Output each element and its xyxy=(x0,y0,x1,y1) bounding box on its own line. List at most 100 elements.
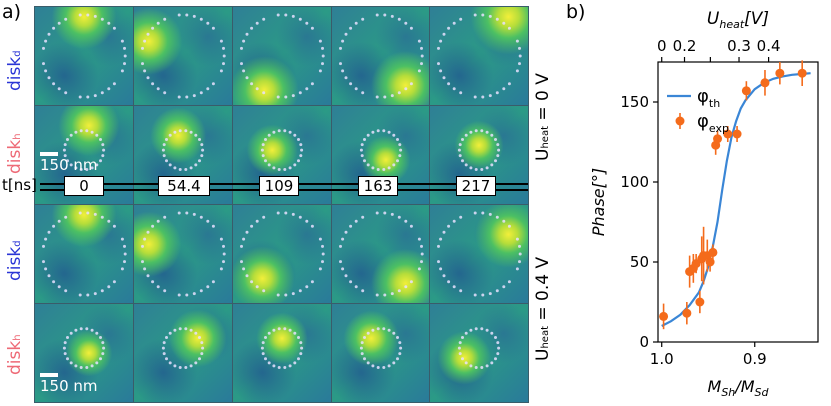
ring-dot xyxy=(420,252,424,256)
ring-dot xyxy=(490,163,494,167)
ring-dot xyxy=(363,138,366,141)
ring-dot xyxy=(494,357,497,361)
ring-dot xyxy=(461,138,464,141)
ring-dot xyxy=(101,143,105,147)
ring-dot xyxy=(242,69,246,73)
ring-dot xyxy=(417,69,421,73)
ring-dot xyxy=(267,331,271,335)
ring-dot xyxy=(299,154,303,158)
ring-dot xyxy=(361,17,365,21)
ring-dot xyxy=(189,328,193,332)
data-point-phi-exp xyxy=(723,129,733,139)
ring-dot xyxy=(141,46,144,50)
plot-frame xyxy=(657,61,819,343)
ring-dot xyxy=(464,163,468,167)
ring-dot xyxy=(120,237,124,241)
ring-dot xyxy=(376,327,380,331)
ring-dot xyxy=(464,331,468,335)
ring-dot xyxy=(112,280,116,284)
time-label-2: 109 xyxy=(259,176,299,196)
ring-dot xyxy=(507,26,511,30)
ring-dot xyxy=(437,62,440,66)
ring-dot xyxy=(409,26,413,30)
ring-dot xyxy=(383,211,387,215)
ring-dot xyxy=(107,285,111,289)
ring-dot xyxy=(178,168,182,171)
ring-dot xyxy=(66,357,69,361)
ring-dot xyxy=(375,13,379,17)
ring-dot xyxy=(250,26,254,30)
ring-dot xyxy=(297,159,300,163)
scalebar-bottom xyxy=(40,373,58,377)
ring-dot xyxy=(177,211,181,215)
ring-dot xyxy=(211,82,215,86)
ring-dot xyxy=(300,346,304,350)
ring-dot xyxy=(62,346,66,350)
ring-dot xyxy=(366,133,370,137)
ring-dot xyxy=(52,280,56,284)
ring-dot xyxy=(291,14,295,18)
ring-dot xyxy=(291,292,295,296)
ring-dot xyxy=(255,87,259,91)
ring-dot xyxy=(507,82,511,86)
ring-dot xyxy=(404,219,408,223)
ring-dot xyxy=(151,280,155,284)
ring-dot xyxy=(206,285,210,289)
ring-dot xyxy=(341,39,345,43)
scalebar-text-bottom: 150 nm xyxy=(40,377,98,395)
microscopy-frame xyxy=(34,303,134,403)
ring-dot xyxy=(42,46,45,50)
ring-dot xyxy=(168,133,172,137)
ring-dot xyxy=(442,32,446,36)
ring-dot xyxy=(439,69,443,73)
ring-dot xyxy=(382,168,386,171)
ring-dot xyxy=(86,293,90,297)
top-tick-label: 0.4 xyxy=(757,37,781,55)
ring-dot xyxy=(518,244,521,248)
legend-label-th: φth xyxy=(697,86,720,110)
time-label-3: 163 xyxy=(358,176,398,196)
ring-dot xyxy=(192,14,196,18)
x-tick-label: 1.0 xyxy=(650,350,674,368)
ring-dot xyxy=(66,159,69,163)
ring-dot xyxy=(162,352,166,356)
ring-dot xyxy=(452,87,456,91)
ring-dot xyxy=(283,366,287,369)
ring-dot xyxy=(318,237,322,241)
ring-dot xyxy=(264,159,267,163)
ring-dot xyxy=(473,13,477,17)
ring-dot xyxy=(178,327,182,331)
ring-dot xyxy=(123,244,126,248)
ring-dot xyxy=(64,17,68,21)
ring-dot xyxy=(398,341,402,345)
ring-dot xyxy=(507,224,511,228)
ring-dot xyxy=(101,341,105,345)
ring-dot xyxy=(99,138,102,141)
microscopy-frame xyxy=(429,204,529,304)
ring-dot xyxy=(318,39,322,43)
ring-dot xyxy=(198,159,201,163)
ring-dot xyxy=(469,130,473,134)
y-tick-label: 150 xyxy=(620,93,649,111)
ring-dot xyxy=(173,364,177,368)
ring-dot xyxy=(44,237,48,241)
ring-dot xyxy=(298,215,302,219)
ring-dot xyxy=(200,341,204,345)
ring-dot xyxy=(245,76,249,80)
ring-dot xyxy=(42,62,45,66)
ring-dot xyxy=(192,212,196,216)
ring-dot xyxy=(420,260,423,264)
ring-dot xyxy=(123,46,126,50)
panel-b-label: b) xyxy=(566,1,586,23)
ring-dot xyxy=(189,166,193,170)
ring-dot xyxy=(194,331,198,335)
ring-dot xyxy=(95,361,99,365)
ring-dot xyxy=(264,336,267,339)
ring-dot xyxy=(480,327,484,331)
ring-dot xyxy=(255,21,259,25)
ring-dot xyxy=(173,328,177,332)
ring-dot xyxy=(371,364,375,368)
ring-dot xyxy=(283,327,287,331)
ring-dot xyxy=(481,293,485,297)
ring-dot xyxy=(375,211,379,215)
